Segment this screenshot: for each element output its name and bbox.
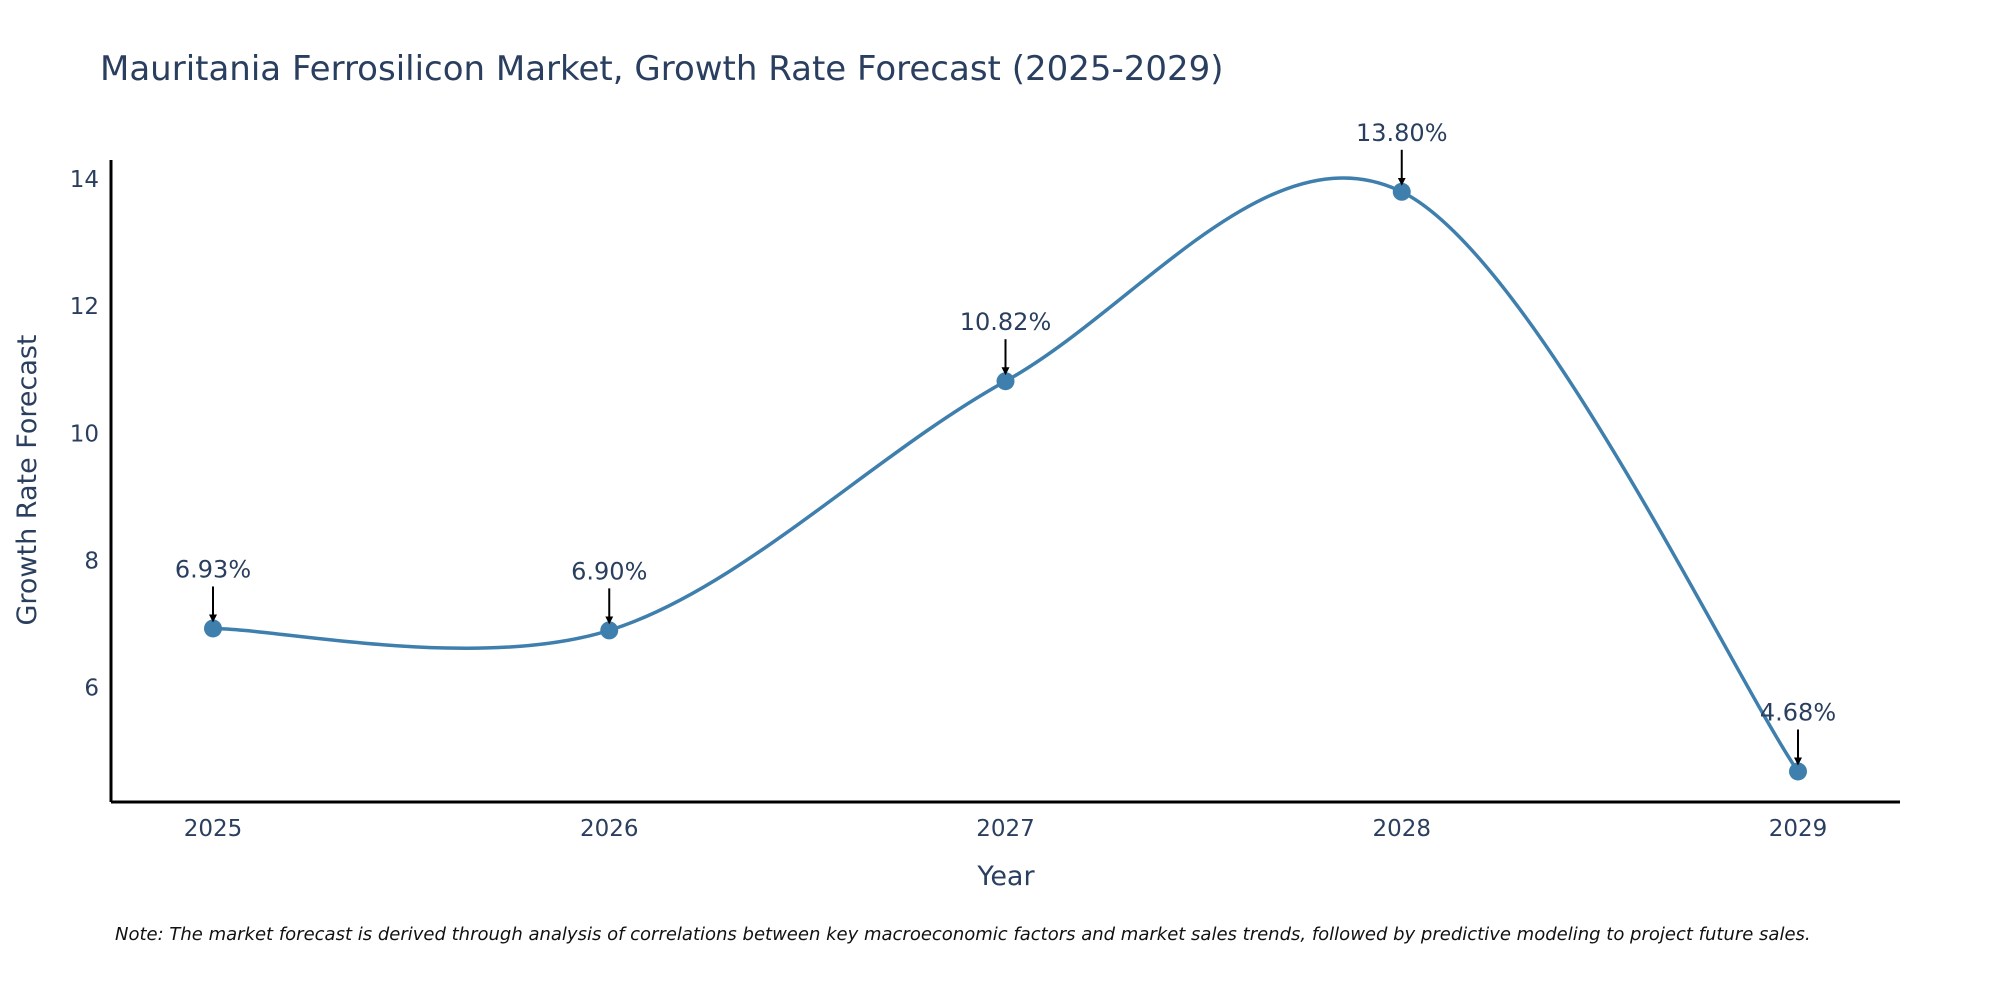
data-label: 6.90% — [571, 557, 647, 585]
y-tick-label: 8 — [84, 548, 99, 574]
data-point-2028 — [1392, 182, 1411, 201]
y-tick-label: 10 — [70, 421, 99, 447]
data-points — [204, 182, 1807, 781]
x-tick-label: 2026 — [580, 816, 639, 842]
x-axis-ticks: 2025 2026 2027 2028 2029 — [184, 816, 1828, 842]
data-label-annotations: 6.93% 6.90% 10.82% 13.80% 4.68% — [175, 119, 1836, 766]
data-label: 10.82% — [960, 308, 1052, 336]
data-point-2029 — [1789, 762, 1807, 781]
data-label: 6.93% — [175, 555, 251, 583]
data-point-2025 — [204, 619, 222, 638]
x-tick-label: 2027 — [976, 816, 1035, 842]
data-label: 4.68% — [1760, 698, 1836, 726]
data-point-2027 — [996, 372, 1015, 391]
y-axis-ticks: 6 8 10 12 14 — [70, 167, 99, 702]
data-point-2026 — [600, 621, 619, 640]
forecast-note: Note: The market forecast is derived thr… — [115, 924, 1811, 945]
y-tick-label: 14 — [70, 167, 99, 193]
data-label: 13.80% — [1356, 119, 1448, 147]
y-axis-title: Growth Rate Forecast — [12, 334, 43, 625]
y-tick-label: 12 — [70, 294, 99, 320]
chart-title: Mauritania Ferrosilicon Market, Growth R… — [100, 49, 1224, 89]
x-axis-title: Year — [976, 861, 1035, 892]
x-tick-label: 2028 — [1372, 816, 1431, 842]
growth-rate-line — [212, 176, 1800, 773]
x-tick-label: 2029 — [1769, 816, 1828, 842]
x-tick-label: 2025 — [184, 816, 243, 842]
y-tick-label: 6 — [84, 676, 99, 702]
